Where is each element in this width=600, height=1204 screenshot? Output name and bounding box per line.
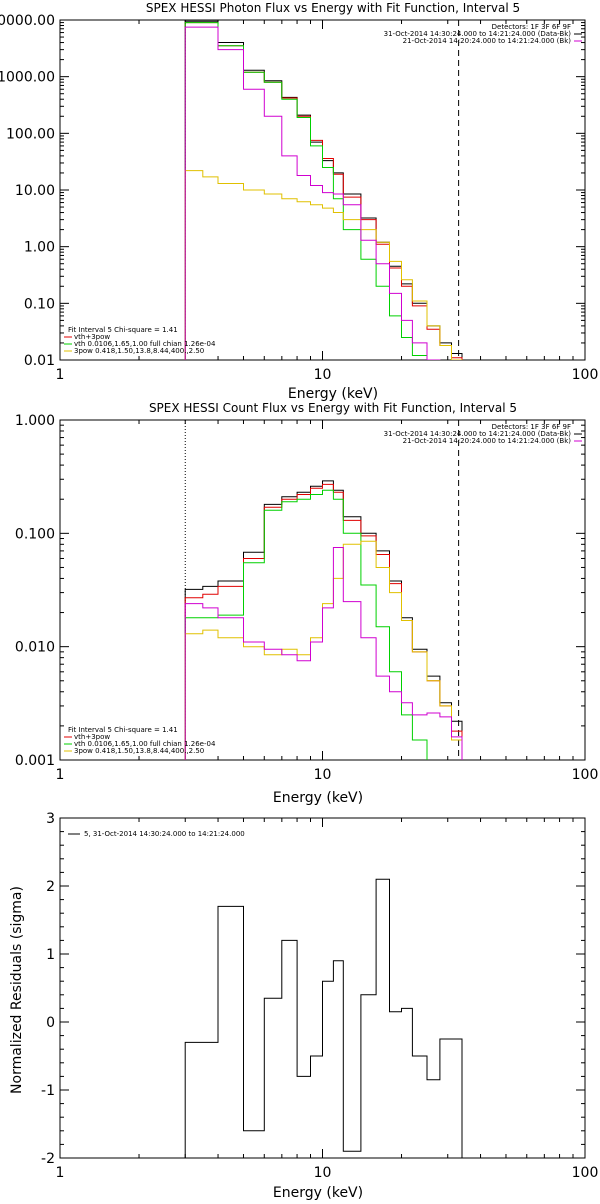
y-tick-label: 0.01	[24, 353, 55, 369]
info-text: Detectors: 1F 3F 6F 9F	[492, 423, 571, 431]
info-text: 21-Oct-2014 14:20:24.000 to 14:21:24.000…	[403, 437, 572, 445]
legend-entry: vth 0.0106,1.65,1.00 full chian 1.26e-04	[74, 740, 216, 748]
y-tick-label: 1000.00	[0, 70, 55, 86]
x-axis-label: Energy (keV)	[273, 790, 363, 806]
chart-title: SPEX HESSI Count Flux vs Energy with Fit…	[149, 401, 517, 415]
x-tick-label: 100	[572, 767, 599, 783]
y-tick-label: 0.010	[15, 640, 55, 656]
y-tick-label: 10.00	[15, 183, 55, 199]
series-line-5	[184, 26, 441, 360]
series-group	[184, 20, 463, 360]
x-tick-label: 10	[314, 767, 332, 783]
x-tick-label: 1	[56, 767, 65, 783]
legend-entry: vth+3pow	[74, 733, 110, 741]
series-line-2	[184, 22, 463, 360]
legend-entry: vth+3pow	[74, 333, 110, 341]
legend-entry: 3pow 0.418,1.50,13.8,8.44,400.,2.50	[74, 347, 204, 355]
series-line-1	[184, 878, 463, 1158]
x-axis-label: Energy (keV)	[273, 1185, 363, 1200]
legend-entry: Fit Interval 5 Chi-square = 1.41	[68, 726, 178, 734]
y-tick-label: 100.00	[6, 126, 55, 142]
y-tick-label: 1	[46, 947, 55, 963]
y-tick-label: 2	[46, 879, 55, 895]
legend-entry: 5, 31-Oct-2014 14:30:24.000 to 14:21:24.…	[84, 830, 245, 838]
series-line-3	[184, 489, 428, 760]
series-line-4	[184, 170, 463, 360]
x-axis-label: Energy (keV)	[288, 386, 378, 402]
series-line-1	[184, 20, 463, 360]
y-tick-label: -1	[41, 1083, 55, 1099]
chart-panel-2: 1 10 100 1.000 0.100 0.010 0.001 Detectors: 1F …	[15, 413, 599, 783]
series-group	[184, 878, 463, 1158]
info-text: 31-Oct-2014 14:30:24.000 to 14:21:24.000…	[384, 430, 572, 438]
y-tick-label: 0	[46, 1015, 55, 1031]
x-tick-label: 1	[56, 367, 65, 383]
y-tick-label: 1.00	[24, 240, 55, 256]
info-text: Detectors: 1F 3F 6F 9F	[492, 23, 571, 31]
x-tick-label: 10	[314, 1165, 332, 1181]
info-text: 31-Oct-2014 14:30:24.000 to 14:21:24.000…	[384, 30, 572, 38]
y-tick-label: 1.000	[15, 413, 55, 429]
series-group	[184, 480, 463, 760]
legend-entry: Fit Interval 5 Chi-square = 1.41	[68, 326, 178, 334]
y-tick-label: 0.100	[15, 526, 55, 542]
x-tick-label: 100	[572, 367, 599, 383]
y-tick-label: -2	[41, 1151, 55, 1167]
series-line-5	[184, 547, 463, 760]
info-text: 21-Oct-2014 14:20:24.000 to 14:21:24.000…	[403, 37, 572, 45]
chart-title: SPEX HESSI Photon Flux vs Energy with Fi…	[146, 1, 520, 15]
y-tick-label: 0.10	[24, 296, 55, 312]
x-tick-label: 10	[314, 367, 332, 383]
legend-entry: 3pow 0.418,1.50,13.8,8.44,400.,2.50	[74, 747, 204, 755]
y-axis-label: Normalized Residuals (sigma)	[9, 886, 25, 1094]
y-tick-label: 0.001	[15, 753, 55, 769]
series-line-2	[184, 483, 463, 760]
x-tick-label: 100	[572, 1165, 599, 1181]
legend-entry: vth 0.0106,1.65,1.00 full chian 1.26e-04	[74, 340, 216, 348]
series-line-1	[184, 480, 463, 760]
y-tick-label: 3	[46, 811, 55, 827]
series-line-4	[184, 540, 463, 760]
x-tick-label: 1	[56, 1165, 65, 1181]
plot-frame	[59, 419, 586, 761]
